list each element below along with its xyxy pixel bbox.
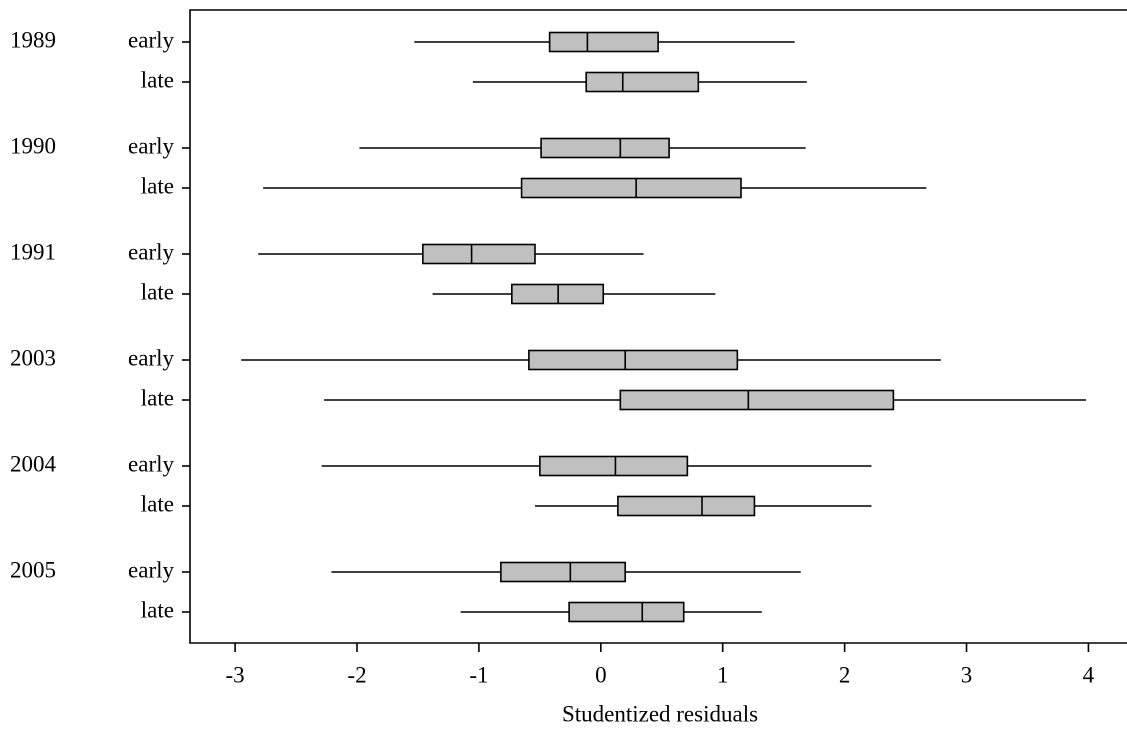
x-tick-label: -1 bbox=[469, 662, 488, 687]
box bbox=[520, 177, 742, 199]
x-tick-label: -3 bbox=[226, 662, 245, 687]
box bbox=[422, 243, 536, 265]
row-label: early bbox=[128, 345, 174, 370]
box bbox=[585, 71, 700, 93]
row-label: late bbox=[141, 173, 174, 198]
row-label: early bbox=[128, 451, 174, 476]
x-tick-label: -2 bbox=[347, 662, 366, 687]
row-label: late bbox=[141, 279, 174, 304]
box bbox=[539, 455, 689, 477]
row-label: late bbox=[141, 597, 174, 622]
row-label: early bbox=[128, 239, 174, 264]
row-label: late bbox=[141, 385, 174, 410]
box bbox=[619, 389, 895, 411]
x-tick-label: 2 bbox=[839, 662, 851, 687]
box bbox=[568, 601, 685, 623]
x-tick-label: 0 bbox=[595, 662, 607, 687]
group-label: 2003 bbox=[10, 345, 56, 370]
group-label: 2005 bbox=[10, 557, 56, 582]
plot-frame bbox=[189, 9, 1127, 644]
row-label: late bbox=[141, 491, 174, 516]
group-label: 2004 bbox=[10, 451, 57, 476]
group-label: 1990 bbox=[10, 133, 56, 158]
box bbox=[500, 561, 626, 583]
row-label: early bbox=[128, 133, 174, 158]
x-tick-label: 3 bbox=[961, 662, 973, 687]
x-axis-label: Studentized residuals bbox=[562, 701, 758, 726]
x-tick-label: 1 bbox=[717, 662, 729, 687]
box bbox=[548, 31, 659, 53]
group-label: 1991 bbox=[10, 239, 56, 264]
x-tick-label: 4 bbox=[1083, 662, 1095, 687]
box bbox=[617, 495, 756, 517]
group-label: 1989 bbox=[10, 27, 56, 52]
row-label: early bbox=[128, 557, 174, 582]
box bbox=[528, 349, 739, 371]
row-label: late bbox=[141, 67, 174, 92]
row-label: early bbox=[128, 27, 174, 52]
box bbox=[540, 137, 670, 159]
